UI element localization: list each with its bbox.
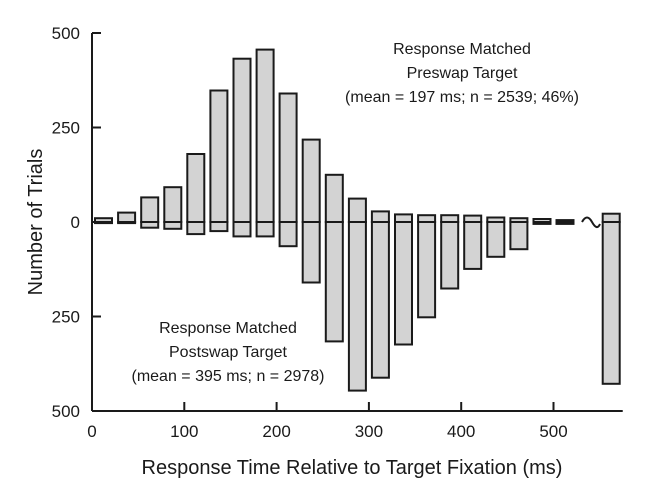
y-tick-label-0: 500 — [52, 24, 80, 43]
postswap-bar-2 — [140, 221, 160, 229]
postswap-bar-4 — [186, 221, 206, 236]
axes-layer — [91, 32, 623, 412]
postswap-bar-17 — [486, 221, 506, 258]
postswap-annotation-line-2: Postswap Target — [169, 344, 288, 361]
preswap-bar-15 — [440, 214, 460, 223]
postswap-bar-20 — [555, 221, 575, 225]
y-tick-label-4: 500 — [52, 402, 80, 421]
tick-labels-layer: 500 250 0 250 500 0 100 200 300 400 500 — [52, 24, 568, 441]
x-tick-label-1: 100 — [170, 422, 198, 441]
preswap-bar-1 — [117, 211, 137, 224]
preswap-bar-2 — [140, 196, 160, 223]
preswap-bar-4 — [186, 153, 206, 223]
y-tick-label-3: 250 — [52, 308, 80, 327]
preswap-annotation: Response Matched Preswap Target (mean = … — [345, 41, 579, 106]
y-tick-label-1: 250 — [52, 119, 80, 138]
postswap-bar-9 — [301, 221, 321, 284]
preswap-bar-8 — [278, 92, 298, 223]
postswap-bar-1 — [117, 221, 137, 225]
postswap-bar-6 — [232, 221, 252, 238]
y-axis-title: Number of Trials — [25, 149, 47, 296]
axis-break-mark — [581, 216, 601, 228]
postswap-bar-11 — [347, 221, 367, 392]
preswap-bar-10 — [324, 173, 344, 224]
preswap-bar-9 — [301, 138, 321, 224]
postswap-bar-16 — [463, 221, 483, 270]
y-tick-label-2: 0 — [71, 213, 80, 232]
preswap-annotation-line-3: (mean = 197 ms; n = 2539; 46%) — [345, 89, 579, 106]
postswap-bar-18 — [509, 221, 529, 251]
preswap-bar-12 — [370, 210, 390, 223]
x-tick-label-5: 500 — [539, 422, 567, 441]
postswap-annotation-line-3: (mean = 395 ms; n = 2978) — [132, 368, 325, 385]
preswap-bar-7 — [255, 48, 275, 223]
preswap-bar-14 — [417, 214, 437, 223]
preswap-bar-3 — [163, 186, 183, 223]
postswap-bar-21 — [601, 221, 621, 385]
postswap-bar-7 — [255, 221, 275, 238]
postswap-annotation-line-1: Response Matched — [159, 320, 297, 337]
preswap-bar-11 — [347, 197, 367, 224]
postswap-bar-5 — [209, 221, 229, 233]
x-tick-label-4: 400 — [447, 422, 475, 441]
postswap-bar-19 — [532, 221, 552, 225]
bars-layer — [94, 48, 621, 392]
x-axis-title: Response Time Relative to Target Fixatio… — [142, 457, 563, 479]
preswap-annotation-line-2: Preswap Target — [407, 65, 518, 82]
preswap-bar-13 — [394, 213, 413, 223]
postswap-bar-14 — [417, 221, 437, 319]
postswap-bar-3 — [163, 221, 183, 230]
preswap-annotation-line-1: Response Matched — [393, 41, 531, 58]
postswap-bar-15 — [440, 221, 460, 290]
x-tick-label-3: 300 — [355, 422, 383, 441]
x-tick-label-0: 0 — [87, 422, 96, 441]
x-tick-label-2: 200 — [262, 422, 290, 441]
postswap-bar-13 — [394, 221, 413, 346]
preswap-bar-5 — [209, 89, 229, 223]
postswap-bar-12 — [370, 221, 390, 379]
postswap-bar-8 — [278, 221, 298, 248]
postswap-annotation: Response Matched Postswap Target (mean =… — [132, 320, 325, 385]
preswap-bar-6 — [232, 57, 252, 224]
preswap-bar-21 — [601, 212, 621, 223]
postswap-bar-10 — [324, 221, 344, 343]
